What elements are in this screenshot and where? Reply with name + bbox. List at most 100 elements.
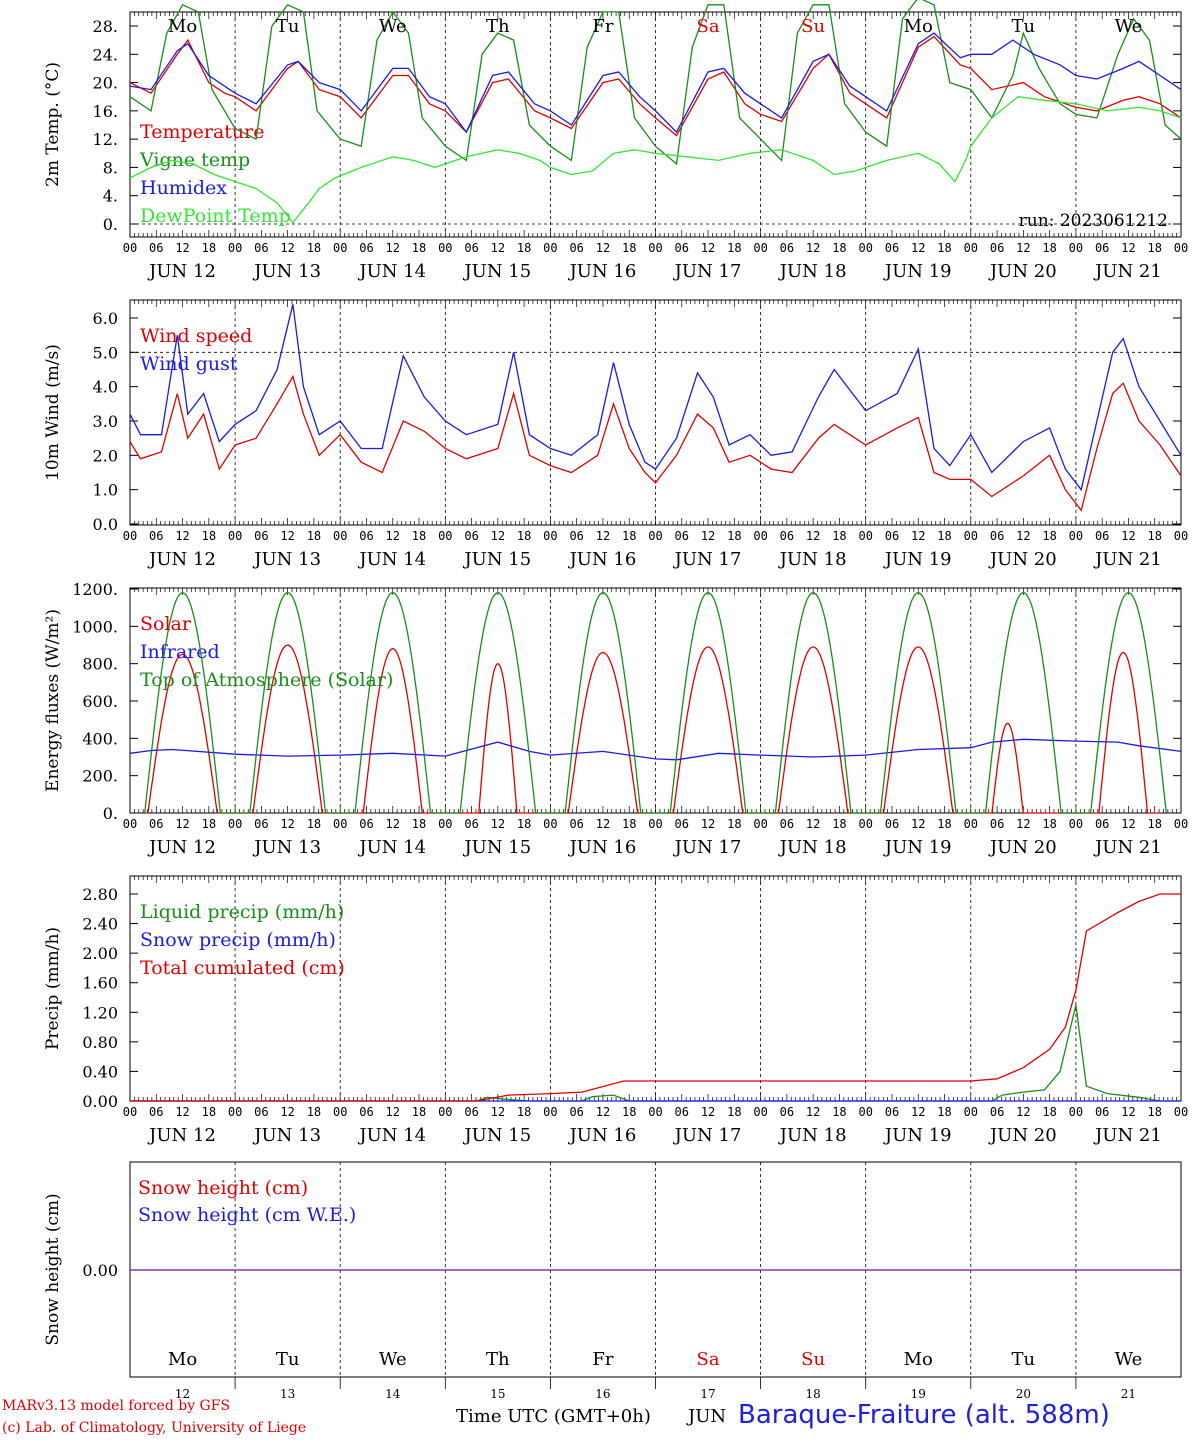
hour-tick-label: 00 bbox=[543, 1105, 557, 1119]
date-label: JUN 16 bbox=[568, 837, 637, 858]
hour-tick-label: 06 bbox=[569, 529, 583, 543]
hour-tick-label: 06 bbox=[254, 817, 268, 831]
date-label: JUN 21 bbox=[1093, 837, 1162, 858]
hour-tick-label: 06 bbox=[359, 1105, 373, 1119]
hour-tick-label: 00 bbox=[648, 529, 662, 543]
day-of-week-label: We bbox=[1115, 1349, 1143, 1370]
legend-entry: Infrared bbox=[140, 641, 220, 663]
y-tick-label: 8. bbox=[103, 158, 118, 177]
y-tick-label: 1.0 bbox=[93, 481, 118, 500]
hour-tick-label: 18 bbox=[1147, 529, 1161, 543]
hour-tick-label: 12 bbox=[1121, 817, 1135, 831]
date-label: JUN 20 bbox=[988, 1125, 1057, 1146]
hour-tick-label: 18 bbox=[1147, 817, 1161, 831]
panel-frame-2 bbox=[129, 587, 1182, 814]
y-tick-label: 24. bbox=[93, 45, 118, 64]
y-tick-label: 4.0 bbox=[93, 378, 118, 397]
hour-tick-label: 18 bbox=[622, 1105, 636, 1119]
date-label: JUN 16 bbox=[568, 549, 637, 570]
hour-tick-label: 12 bbox=[280, 529, 294, 543]
date-label: JUN 14 bbox=[357, 837, 426, 858]
date-label: JUN 18 bbox=[778, 549, 847, 570]
day-number-label: 19 bbox=[911, 1387, 926, 1401]
day-of-week-label: Mo bbox=[904, 1349, 933, 1370]
hour-tick-label: 00 bbox=[333, 817, 347, 831]
hour-tick-label: 18 bbox=[622, 529, 636, 543]
date-label: JUN 18 bbox=[778, 837, 847, 858]
y-tick-label: 0.0 bbox=[93, 515, 118, 534]
hour-tick-label: 18 bbox=[727, 1105, 741, 1119]
y-tick-label: 800. bbox=[82, 655, 118, 674]
y-tick-label: 1.60 bbox=[82, 974, 118, 993]
hour-tick-label: 12 bbox=[491, 241, 505, 255]
day-number-label: 20 bbox=[1016, 1387, 1031, 1401]
y-tick-label: 1.20 bbox=[82, 1003, 118, 1022]
day-of-week-label: Mo bbox=[168, 1349, 197, 1370]
y-tick-label: 400. bbox=[82, 729, 118, 748]
hour-tick-label: 00 bbox=[1174, 1105, 1188, 1119]
y-axis-label: Energy fluxes (W/m²) bbox=[43, 609, 63, 792]
hour-tick-label: 06 bbox=[359, 241, 373, 255]
day-of-week-label: Sa bbox=[697, 16, 720, 37]
hour-tick-label: 00 bbox=[543, 529, 557, 543]
series-line bbox=[129, 0, 1182, 166]
date-label: JUN 19 bbox=[883, 261, 952, 282]
legend-entry: Snow height (cm) bbox=[138, 1177, 308, 1199]
hour-tick-label: 06 bbox=[464, 817, 478, 831]
hour-tick-label: 18 bbox=[937, 241, 951, 255]
day-number-label: 16 bbox=[595, 1387, 610, 1401]
y-tick-label: 20. bbox=[93, 74, 118, 93]
hour-tick-label: 12 bbox=[175, 529, 189, 543]
station-title: Baraque-Fraiture (alt. 588m) bbox=[738, 1400, 1110, 1430]
day-number-label: 12 bbox=[175, 1387, 190, 1401]
hour-tick-label: 06 bbox=[885, 241, 899, 255]
hour-tick-label: 06 bbox=[1095, 241, 1109, 255]
hour-tick-label: 00 bbox=[228, 241, 242, 255]
y-tick-label: 0.40 bbox=[82, 1062, 118, 1081]
day-number-label: 18 bbox=[806, 1387, 821, 1401]
hour-tick-label: 12 bbox=[911, 1105, 925, 1119]
series-line bbox=[129, 35, 1182, 137]
hour-tick-label: 00 bbox=[964, 1105, 978, 1119]
day-of-week-label: We bbox=[1115, 16, 1143, 37]
day-of-week-label: Tu bbox=[276, 1349, 300, 1370]
hour-tick-label: 00 bbox=[228, 529, 242, 543]
day-of-week-label: Tu bbox=[1012, 16, 1036, 37]
hour-tick-label: 00 bbox=[648, 817, 662, 831]
y-tick-label: 0. bbox=[103, 215, 118, 234]
y-tick-label: 0.00 bbox=[82, 1261, 118, 1280]
hour-tick-label: 12 bbox=[386, 529, 400, 543]
day-of-week-label: We bbox=[379, 16, 407, 37]
legend-entry: Liquid precip (mm/h) bbox=[140, 901, 344, 923]
y-tick-label: 2.0 bbox=[93, 446, 118, 465]
hour-tick-label: 18 bbox=[307, 817, 321, 831]
hour-tick-label: 18 bbox=[832, 529, 846, 543]
hour-tick-label: 06 bbox=[1095, 1105, 1109, 1119]
hour-tick-label: 12 bbox=[280, 817, 294, 831]
hour-tick-label: 18 bbox=[832, 241, 846, 255]
day-of-week-label: Mo bbox=[168, 16, 197, 37]
hour-tick-label: 06 bbox=[675, 529, 689, 543]
time-axis-label: Time UTC (GMT+0h) bbox=[456, 1406, 651, 1427]
y-tick-label: 0. bbox=[103, 804, 118, 823]
hour-tick-label: 18 bbox=[937, 817, 951, 831]
y-tick-label: 0.80 bbox=[82, 1033, 118, 1052]
hour-tick-label: 06 bbox=[885, 529, 899, 543]
day-number-label: 15 bbox=[490, 1387, 505, 1401]
hour-tick-label: 00 bbox=[964, 241, 978, 255]
hour-tick-label: 12 bbox=[911, 817, 925, 831]
y-tick-label: 2.80 bbox=[82, 885, 118, 904]
hour-tick-label: 18 bbox=[1042, 529, 1056, 543]
hour-tick-label: 12 bbox=[596, 529, 610, 543]
hour-tick-label: 12 bbox=[386, 1105, 400, 1119]
date-label: JUN 13 bbox=[252, 1125, 321, 1146]
date-label: JUN 21 bbox=[1093, 549, 1162, 570]
hour-tick-label: 12 bbox=[280, 241, 294, 255]
date-label: JUN 20 bbox=[988, 837, 1057, 858]
date-label: JUN 13 bbox=[252, 549, 321, 570]
hour-tick-label: 18 bbox=[727, 529, 741, 543]
y-tick-label: 2.00 bbox=[82, 944, 118, 963]
series-line bbox=[129, 96, 1182, 224]
y-tick-label: 16. bbox=[93, 102, 118, 121]
